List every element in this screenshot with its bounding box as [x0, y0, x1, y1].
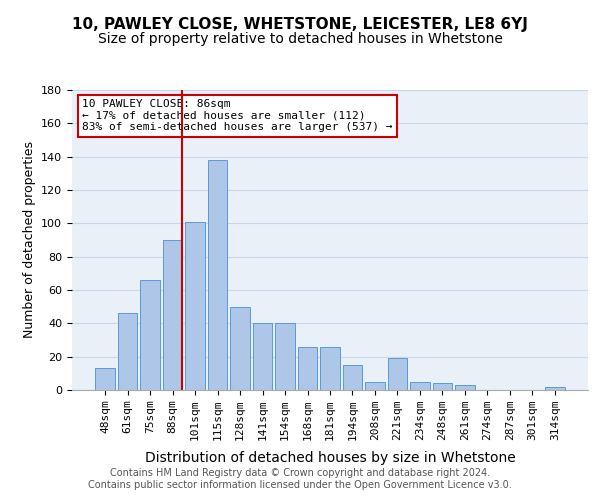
Bar: [433, 384, 452, 390]
Bar: [545, 386, 565, 390]
Bar: [275, 324, 295, 390]
Bar: [320, 346, 340, 390]
Text: 10, PAWLEY CLOSE, WHETSTONE, LEICESTER, LE8 6YJ: 10, PAWLEY CLOSE, WHETSTONE, LEICESTER, …: [72, 18, 528, 32]
X-axis label: Distribution of detached houses by size in Whetstone: Distribution of detached houses by size …: [145, 452, 515, 466]
Bar: [185, 222, 205, 390]
Y-axis label: Number of detached properties: Number of detached properties: [23, 142, 35, 338]
Bar: [388, 358, 407, 390]
Bar: [298, 346, 317, 390]
Bar: [410, 382, 430, 390]
Bar: [365, 382, 385, 390]
Bar: [95, 368, 115, 390]
Bar: [140, 280, 160, 390]
Bar: [230, 306, 250, 390]
Bar: [118, 314, 137, 390]
Bar: [343, 365, 362, 390]
Text: 10 PAWLEY CLOSE: 86sqm
← 17% of detached houses are smaller (112)
83% of semi-de: 10 PAWLEY CLOSE: 86sqm ← 17% of detached…: [82, 99, 393, 132]
Bar: [455, 385, 475, 390]
Bar: [253, 324, 272, 390]
Bar: [208, 160, 227, 390]
Bar: [163, 240, 182, 390]
Text: Contains HM Land Registry data © Crown copyright and database right 2024.
Contai: Contains HM Land Registry data © Crown c…: [88, 468, 512, 490]
Text: Size of property relative to detached houses in Whetstone: Size of property relative to detached ho…: [98, 32, 502, 46]
